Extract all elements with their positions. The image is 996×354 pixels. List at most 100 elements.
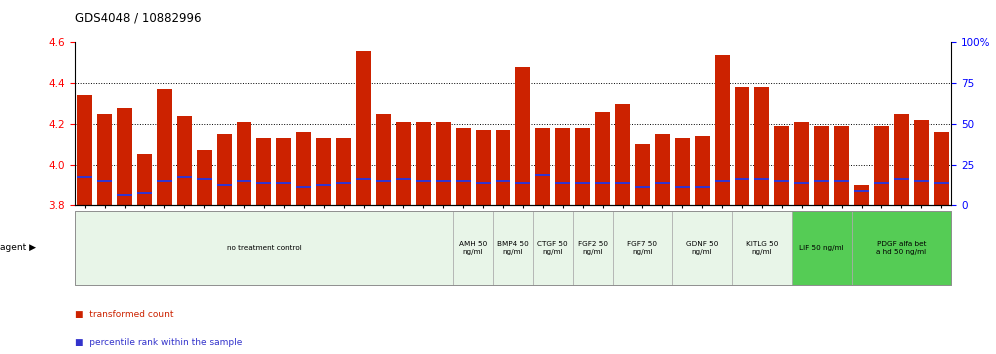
Bar — [854, 190, 869, 192]
Bar — [415, 122, 430, 205]
Bar — [615, 103, 629, 205]
Bar — [256, 182, 271, 184]
Bar — [316, 138, 331, 205]
Bar — [615, 182, 629, 184]
Text: GDS4048 / 10882996: GDS4048 / 10882996 — [75, 12, 201, 25]
Bar — [634, 186, 649, 188]
Text: CTGF 50
ng/ml: CTGF 50 ng/ml — [538, 241, 568, 255]
Bar — [296, 186, 311, 188]
Bar — [774, 126, 789, 205]
Bar — [555, 128, 570, 205]
Text: KITLG 50
ng/ml: KITLG 50 ng/ml — [746, 241, 778, 255]
Bar — [316, 184, 331, 186]
Text: no treatment control: no treatment control — [226, 245, 302, 251]
Bar — [77, 176, 92, 178]
Bar — [176, 116, 191, 205]
Bar — [734, 87, 749, 205]
Bar — [575, 128, 590, 205]
Bar — [634, 144, 649, 205]
Bar — [77, 95, 92, 205]
Bar — [336, 182, 351, 184]
Bar — [694, 186, 709, 188]
Bar — [515, 182, 530, 184]
Bar — [674, 138, 689, 205]
Bar — [236, 180, 251, 182]
Bar — [873, 182, 888, 184]
Bar — [475, 130, 490, 205]
Bar — [854, 185, 869, 205]
Bar — [913, 120, 928, 205]
Bar — [356, 178, 371, 180]
Bar — [754, 178, 769, 180]
Bar — [97, 180, 112, 182]
Bar — [595, 182, 610, 184]
Bar — [575, 182, 590, 184]
Bar — [276, 138, 291, 205]
Bar — [495, 180, 510, 182]
Bar — [395, 122, 410, 205]
Bar — [933, 132, 948, 205]
Bar — [495, 130, 510, 205]
Text: ■  transformed count: ■ transformed count — [75, 310, 173, 319]
Bar — [296, 132, 311, 205]
Bar — [654, 182, 669, 184]
Bar — [515, 67, 530, 205]
Bar — [555, 182, 570, 184]
Bar — [375, 180, 390, 182]
Bar — [913, 180, 928, 182]
Bar — [415, 180, 430, 182]
Bar — [893, 114, 908, 205]
Bar — [375, 114, 390, 205]
Bar — [395, 178, 410, 180]
Bar — [814, 126, 829, 205]
Bar — [535, 173, 550, 176]
Bar — [435, 122, 450, 205]
Text: FGF7 50
ng/ml: FGF7 50 ng/ml — [627, 241, 657, 255]
Bar — [774, 180, 789, 182]
Bar — [236, 122, 251, 205]
Text: AMH 50
ng/ml: AMH 50 ng/ml — [459, 241, 487, 255]
Text: FGF2 50
ng/ml: FGF2 50 ng/ml — [578, 241, 608, 255]
Bar — [118, 108, 131, 205]
Bar — [535, 128, 550, 205]
Bar — [754, 87, 769, 205]
Bar — [734, 178, 749, 180]
Text: ■  percentile rank within the sample: ■ percentile rank within the sample — [75, 338, 242, 347]
Bar — [97, 114, 112, 205]
Bar — [435, 180, 450, 182]
Text: GDNF 50
ng/ml: GDNF 50 ng/ml — [686, 241, 718, 255]
Bar — [654, 134, 669, 205]
Bar — [336, 138, 351, 205]
Bar — [196, 150, 211, 205]
Bar — [694, 136, 709, 205]
Text: agent ▶: agent ▶ — [0, 243, 36, 252]
Bar — [714, 180, 729, 182]
Text: BMP4 50
ng/ml: BMP4 50 ng/ml — [497, 241, 529, 255]
Bar — [475, 182, 490, 184]
Text: LIF 50 ng/ml: LIF 50 ng/ml — [800, 245, 844, 251]
Bar — [933, 182, 948, 184]
Bar — [714, 55, 729, 205]
Bar — [157, 180, 171, 182]
Bar — [814, 180, 829, 182]
Bar — [455, 180, 470, 182]
Bar — [834, 180, 849, 182]
Bar — [674, 186, 689, 188]
Text: PDGF alfa bet
a hd 50 ng/ml: PDGF alfa bet a hd 50 ng/ml — [876, 241, 926, 255]
Bar — [455, 128, 470, 205]
Bar — [595, 112, 610, 205]
Bar — [136, 192, 151, 194]
Bar — [834, 126, 849, 205]
Bar — [216, 134, 231, 205]
Bar — [794, 122, 809, 205]
Bar — [794, 182, 809, 184]
Bar — [356, 51, 371, 205]
Bar — [196, 178, 211, 180]
Bar — [873, 126, 888, 205]
Bar — [136, 154, 151, 205]
Bar — [893, 178, 908, 180]
Bar — [256, 138, 271, 205]
Bar — [176, 176, 191, 178]
Bar — [216, 184, 231, 186]
Bar — [157, 89, 171, 205]
